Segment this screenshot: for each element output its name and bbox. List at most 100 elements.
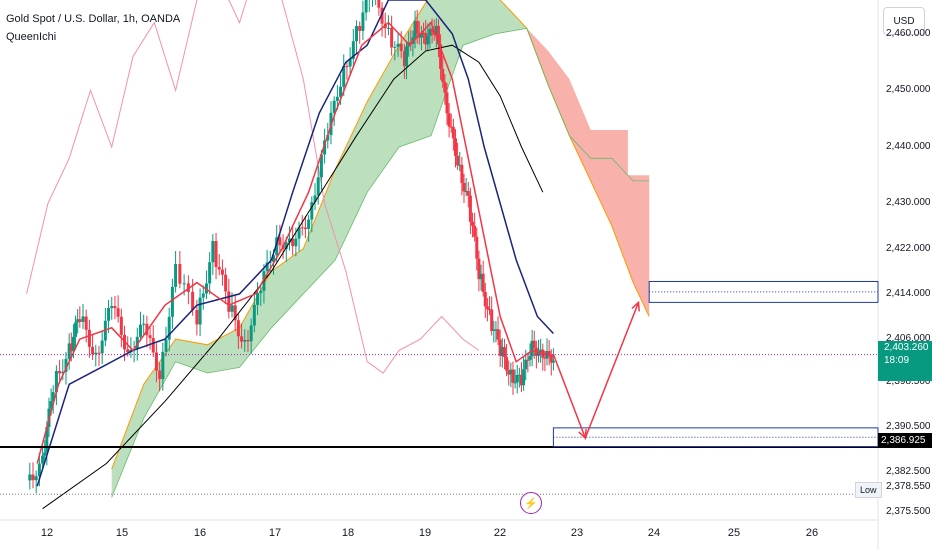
candle-body — [415, 20, 419, 34]
candle-body — [49, 401, 53, 409]
candle-body — [291, 238, 295, 247]
candle-body — [436, 25, 440, 45]
candle-body — [488, 309, 492, 311]
candle-body — [361, 12, 365, 31]
candle-body — [211, 241, 215, 263]
y-tick-label: 2,382.500 — [886, 465, 931, 477]
tenkan-line — [36, 21, 554, 464]
candle-body — [475, 236, 479, 259]
candle-body — [182, 283, 186, 285]
cloud-bearish — [526, 28, 650, 317]
x-tick-label: 15 — [115, 527, 129, 539]
candle-body — [445, 92, 449, 114]
candle-body — [151, 338, 155, 353]
candle-body — [492, 330, 496, 332]
lightning-icon[interactable]: ⚡ — [520, 492, 542, 514]
candle-body — [507, 370, 511, 375]
candle-body — [413, 20, 417, 38]
candle-body — [443, 81, 447, 93]
candle-body — [528, 356, 532, 360]
sma-line — [42, 44, 544, 510]
candle-body — [464, 191, 468, 193]
indicator-name[interactable]: QueenIchi — [6, 31, 57, 43]
x-tick-label: 26 — [805, 527, 819, 539]
candle-body — [217, 266, 221, 270]
candle-body — [460, 164, 464, 183]
candle-body — [116, 308, 120, 317]
candle-body — [107, 308, 111, 321]
candle-body — [28, 474, 32, 481]
candle-body — [74, 322, 78, 337]
candle-body — [313, 195, 317, 203]
candle-body — [543, 357, 547, 359]
candle-body — [496, 329, 500, 340]
senkou-b-line — [111, 27, 650, 498]
candle-body — [94, 352, 98, 355]
candle-body — [358, 26, 362, 31]
candle-body — [195, 310, 199, 325]
candle-body — [505, 357, 509, 371]
y-tick-label: 2,390.500 — [886, 420, 931, 432]
candle-body — [158, 370, 162, 380]
candle-body — [441, 68, 445, 82]
y-tick-label: 2,430.000 — [886, 197, 931, 209]
candle-body — [456, 155, 460, 166]
y-tick-label: 2,398.500 — [886, 375, 931, 387]
candle-body — [377, 0, 381, 8]
candle-body — [447, 113, 451, 127]
support-level-tag: 2,386.925 — [878, 433, 932, 448]
candle-body — [119, 316, 123, 335]
candle-body — [511, 369, 515, 383]
candle-body — [515, 374, 519, 383]
candle-body — [164, 339, 168, 352]
candle-body — [126, 349, 130, 353]
candle-body — [502, 347, 506, 358]
senkou-a-line — [111, 0, 650, 470]
candle-body — [45, 427, 49, 453]
candle-body — [41, 455, 45, 464]
candle-body — [246, 339, 250, 342]
candle-body — [186, 283, 190, 292]
candle-body — [240, 336, 244, 342]
candle-body — [252, 304, 256, 326]
candle-body — [178, 263, 182, 284]
y-tick-label: 2,450.000 — [886, 84, 931, 96]
arrow-head-up — [631, 300, 640, 312]
candle-body — [84, 316, 88, 330]
candle-body — [214, 241, 218, 267]
candle-body — [439, 44, 443, 69]
candle-body — [462, 182, 466, 192]
candle-body — [364, 0, 368, 13]
x-tick-label: 24 — [647, 527, 661, 539]
candle-body — [526, 359, 530, 361]
y-tick-label: 2,440.000 — [886, 140, 931, 152]
candle-body — [135, 336, 139, 350]
candle-body — [64, 358, 68, 372]
x-tick-label: 19 — [418, 527, 432, 539]
candle-body — [161, 351, 165, 380]
candle-body — [539, 349, 543, 353]
cloud-bullish — [111, 0, 549, 498]
candle-body — [154, 352, 158, 371]
current-price-tag: 2,403.260 18:09 — [878, 341, 932, 381]
candle-body — [275, 237, 279, 256]
candle-body — [453, 138, 457, 156]
chikou-line — [26, 0, 480, 374]
candle-body — [265, 262, 269, 272]
candle-body — [517, 374, 521, 376]
bar-countdown: 18:09 — [884, 355, 910, 366]
candle-body — [335, 96, 339, 101]
candle-body — [294, 238, 298, 247]
x-tick-label: 16 — [193, 527, 207, 539]
candle-body — [278, 237, 282, 246]
x-tick-label: 18 — [341, 527, 355, 539]
candle-body — [351, 41, 355, 59]
y-tick-label: 2,414.000 — [886, 287, 931, 299]
candle-body — [519, 374, 523, 386]
candle-body — [37, 463, 41, 477]
candle-body — [249, 325, 253, 342]
candle-body — [549, 355, 553, 363]
projection-path — [552, 302, 640, 441]
currency-button[interactable]: USD — [883, 7, 925, 35]
